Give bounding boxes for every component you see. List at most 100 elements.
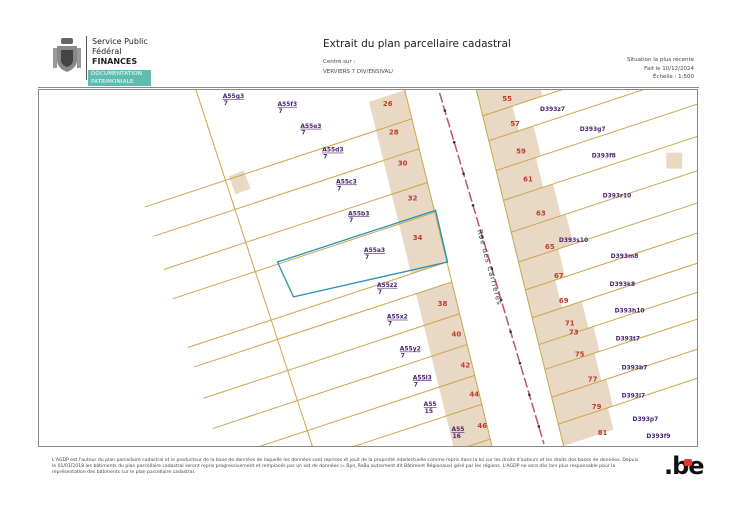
parcel-sublabel: 7 — [337, 185, 341, 192]
house-number: 73 — [569, 329, 579, 337]
tag-patrimoniale: PATRIMONIALE — [88, 78, 151, 86]
parcel-divider — [212, 344, 468, 430]
parcel-divider — [144, 118, 413, 208]
building — [228, 170, 251, 195]
parcel-label: D393t7 — [616, 336, 640, 343]
footer-disclaimer: L'AGDP est l'auteur du plan parcellaire … — [52, 458, 639, 475]
parcel-label: D393s10 — [559, 237, 588, 244]
building — [376, 118, 420, 161]
building — [476, 90, 543, 116]
parcel-sublabel: 7 — [301, 130, 305, 137]
house-number: 63 — [536, 209, 546, 217]
parcel-divider — [172, 211, 435, 300]
parcel-divider — [518, 202, 697, 263]
building — [368, 90, 412, 131]
parcel-sublabel: 7 — [378, 289, 382, 296]
axis-marker — [499, 298, 503, 302]
parcel-divider — [532, 262, 697, 319]
street-name: Rue des Carrières — [475, 229, 503, 307]
axis-marker — [490, 267, 494, 270]
axis-marker — [528, 393, 531, 397]
house-number: 69 — [559, 297, 569, 305]
parcel-label: D393f9 — [646, 433, 670, 440]
organization-name: Service Public Fédéral FINANCES — [92, 37, 148, 67]
building — [518, 248, 566, 290]
parcel-divider — [482, 90, 563, 117]
building — [666, 152, 683, 169]
parcel-sublabel: 7 — [224, 100, 228, 107]
parcel-label: D393h10 — [615, 308, 645, 315]
parcel-divider — [187, 261, 448, 348]
parcel-divider — [193, 281, 452, 368]
parcel-divider — [525, 232, 697, 291]
parcel-divider — [259, 374, 475, 446]
parcel-sublabel: 15 — [425, 408, 433, 415]
logo-separator — [86, 36, 87, 80]
parcel-label: A55y2 — [400, 346, 421, 353]
org-line-1: Service Public — [92, 37, 148, 46]
house-number: 30 — [398, 160, 408, 168]
selected-parcel-outline[interactable] — [276, 209, 449, 298]
building — [532, 301, 589, 345]
parcel-divider — [511, 170, 697, 233]
parcel-sublabel: 7 — [401, 352, 405, 359]
building — [511, 214, 574, 263]
parcel-divider — [203, 313, 460, 399]
parcel-sublabel: 7 — [388, 321, 392, 328]
parcel-sublabel: 7 — [365, 254, 369, 261]
parcel-label: D393b7 — [622, 364, 648, 371]
parcel-label: D393r10 — [603, 192, 632, 199]
house-number: 65 — [545, 243, 555, 251]
parcel-label: A55l3 — [413, 374, 432, 381]
street-boundary-left — [404, 90, 493, 446]
house-number: 67 — [554, 272, 564, 280]
house-number: 38 — [438, 300, 448, 308]
page-title: Extrait du plan parcellaire cadastral — [323, 38, 511, 50]
parcel-label: D393g7 — [580, 126, 606, 133]
axis-marker — [471, 204, 475, 207]
parcel-back-line — [195, 90, 313, 446]
parcel-label: A55d3 — [322, 147, 343, 154]
house-number: 55 — [502, 95, 512, 103]
building — [431, 344, 475, 388]
scale-text: Échelle : 1:500 — [652, 74, 694, 80]
house-number: 59 — [516, 148, 526, 156]
parcel-label: D393m8 — [611, 253, 639, 260]
axis-marker — [537, 425, 541, 428]
house-number: 32 — [408, 194, 418, 202]
building — [551, 379, 613, 425]
parcel-divider — [538, 291, 697, 346]
axis-marker — [462, 172, 465, 176]
house-number: 75 — [575, 351, 585, 359]
parcel-sublabel: 7 — [323, 154, 327, 161]
building — [398, 212, 447, 274]
parcel-label: A55f3 — [278, 101, 298, 108]
parcel-label: D393k8 — [610, 281, 635, 288]
building — [383, 148, 428, 195]
centre-value: VERVIERS 7 DIV/ENSIVAL/ — [323, 69, 394, 75]
building — [445, 404, 493, 446]
building — [416, 281, 460, 326]
parcel-label: A55c3 — [336, 178, 357, 185]
house-number: 57 — [510, 120, 520, 128]
org-line-3: FINANCES — [92, 57, 138, 66]
house-number: 79 — [592, 403, 602, 411]
house-number: 46 — [477, 422, 487, 430]
building — [438, 375, 482, 417]
parcel-label: D393l7 — [622, 392, 646, 399]
situation-info: Situation la plus récente Fait le 10/12/… — [627, 56, 694, 82]
house-number: 44 — [469, 390, 479, 398]
parcel-sublabel: 16 — [453, 433, 461, 440]
org-line-2: Fédéral — [92, 47, 122, 56]
building — [496, 157, 544, 201]
header-divider — [38, 87, 699, 88]
date-text: Fait le 10/12/2024 — [644, 65, 694, 72]
house-number: 28 — [389, 129, 399, 137]
parcel-sublabel: 7 — [414, 381, 418, 388]
building — [538, 326, 600, 370]
parcel-label: A55 — [452, 426, 465, 433]
parcel-divider — [544, 318, 697, 370]
parcel-sublabel: 7 — [349, 217, 353, 224]
building — [423, 313, 468, 357]
